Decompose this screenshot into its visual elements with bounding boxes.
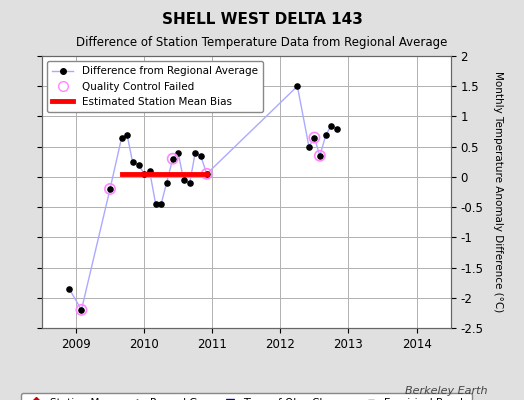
Point	[65, 286, 73, 292]
Point	[106, 186, 114, 192]
Point	[203, 171, 211, 177]
Point	[128, 158, 137, 165]
Point	[196, 152, 205, 159]
Text: Difference of Station Temperature Data from Regional Average: Difference of Station Temperature Data f…	[77, 36, 447, 49]
Point	[77, 307, 85, 313]
Point	[315, 152, 324, 159]
Point	[151, 201, 160, 207]
Point	[145, 168, 154, 174]
Point	[322, 131, 330, 138]
Point	[185, 180, 194, 186]
Point	[77, 307, 85, 313]
Point	[310, 134, 319, 141]
Point	[310, 134, 319, 141]
Point	[315, 152, 324, 159]
Point	[157, 201, 166, 207]
Point	[117, 134, 126, 141]
Y-axis label: Monthly Temperature Anomaly Difference (°C): Monthly Temperature Anomaly Difference (…	[493, 71, 503, 313]
Point	[203, 171, 211, 177]
Text: Berkeley Earth: Berkeley Earth	[405, 386, 487, 396]
Point	[140, 171, 148, 177]
Point	[293, 83, 301, 90]
Point	[123, 131, 132, 138]
Point	[179, 177, 188, 183]
Point	[191, 150, 200, 156]
Point	[174, 150, 182, 156]
Point	[106, 186, 114, 192]
Point	[169, 156, 177, 162]
Point	[327, 122, 335, 129]
Text: SHELL WEST DELTA 143: SHELL WEST DELTA 143	[161, 12, 363, 27]
Point	[162, 180, 171, 186]
Point	[169, 156, 177, 162]
Point	[135, 162, 143, 168]
Point	[305, 144, 313, 150]
Point	[333, 125, 341, 132]
Legend: Station Move, Record Gap, Time of Obs. Change, Empirical Break: Station Move, Record Gap, Time of Obs. C…	[21, 393, 472, 400]
